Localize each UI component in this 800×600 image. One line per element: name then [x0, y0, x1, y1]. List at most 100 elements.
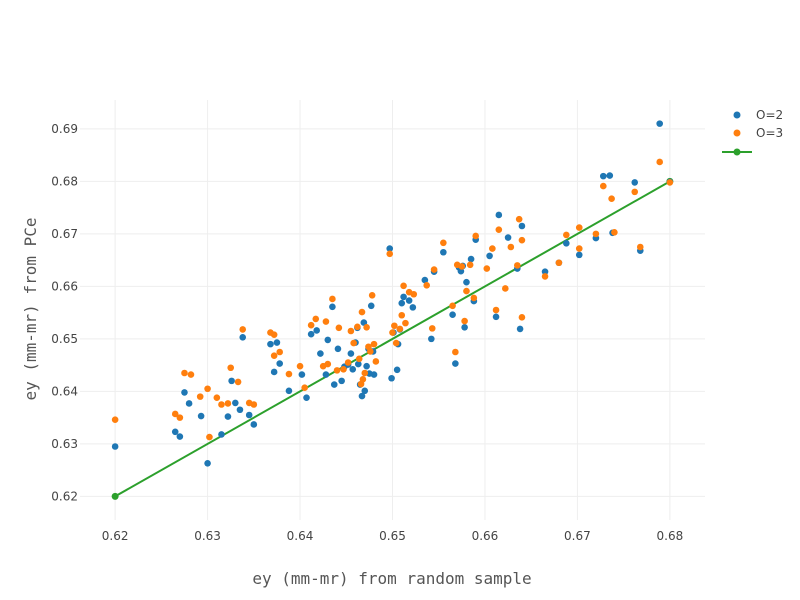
data-point-o3[interactable]	[386, 250, 394, 258]
data-point-o2[interactable]	[273, 339, 281, 346]
data-point-o3[interactable]	[666, 179, 674, 186]
data-point-o3[interactable]	[389, 329, 396, 336]
data-point-o3[interactable]	[449, 302, 456, 310]
data-point-o2[interactable]	[267, 340, 274, 348]
data-point-o2[interactable]	[463, 278, 470, 286]
data-point-o3[interactable]	[608, 195, 615, 202]
data-point-o2[interactable]	[449, 311, 456, 319]
data-point-o3[interactable]	[518, 236, 526, 244]
data-point-o3[interactable]	[176, 414, 184, 421]
data-point-o3[interactable]	[224, 400, 232, 407]
data-point-o2[interactable]	[563, 240, 570, 247]
data-point-o3[interactable]	[270, 352, 278, 359]
data-point-o2[interactable]	[347, 350, 355, 357]
data-point-o3[interactable]	[358, 308, 366, 316]
data-point-o3[interactable]	[301, 384, 308, 392]
data-point-o3[interactable]	[333, 367, 341, 374]
data-point-o3[interactable]	[461, 317, 468, 325]
data-point-o3[interactable]	[218, 401, 225, 408]
data-point-o3[interactable]	[340, 366, 347, 373]
data-point-o3[interactable]	[458, 263, 466, 270]
data-point-o3[interactable]	[575, 224, 583, 231]
data-point-o3[interactable]	[611, 229, 618, 236]
data-point-o3[interactable]	[359, 376, 367, 383]
data-point-o2[interactable]	[504, 234, 512, 241]
data-point-o3[interactable]	[463, 287, 470, 295]
data-point-o3[interactable]	[307, 321, 315, 329]
data-point-o3[interactable]	[410, 290, 418, 298]
data-point-o2[interactable]	[428, 335, 435, 343]
data-point-o3[interactable]	[312, 315, 320, 323]
data-point-o2[interactable]	[541, 268, 549, 275]
data-point-o3[interactable]	[423, 282, 431, 289]
data-point-o2[interactable]	[298, 371, 306, 378]
data-point-o3[interactable]	[515, 215, 523, 223]
data-point-o2[interactable]	[656, 120, 663, 127]
data-point-o3[interactable]	[239, 326, 247, 333]
data-point-o2[interactable]	[276, 360, 284, 367]
data-point-o2[interactable]	[440, 248, 447, 256]
data-point-o2[interactable]	[303, 394, 310, 401]
data-point-o3[interactable]	[285, 370, 293, 378]
legend-item-o3[interactable]: O=3	[733, 126, 784, 140]
data-point-o2[interactable]	[421, 276, 429, 284]
data-point-o2[interactable]	[461, 324, 468, 331]
data-point-o3[interactable]	[296, 362, 304, 370]
data-point-o3[interactable]	[518, 314, 526, 321]
data-point-o3[interactable]	[335, 324, 343, 332]
data-point-o3[interactable]	[599, 182, 607, 190]
data-point-o2[interactable]	[495, 211, 503, 219]
data-point-o2[interactable]	[239, 334, 247, 341]
data-point-o3[interactable]	[372, 358, 380, 365]
data-point-o2[interactable]	[575, 251, 583, 259]
data-point-o3[interactable]	[656, 158, 663, 166]
data-point-o2[interactable]	[334, 345, 342, 353]
data-point-o2[interactable]	[285, 387, 293, 395]
data-point-o2[interactable]	[245, 411, 253, 419]
data-point-o3[interactable]	[563, 231, 570, 239]
data-point-o2[interactable]	[409, 304, 417, 311]
data-point-o3[interactable]	[507, 243, 515, 251]
data-point-o2[interactable]	[606, 172, 614, 179]
data-point-o3[interactable]	[392, 339, 400, 347]
data-point-o2[interactable]	[386, 245, 394, 252]
data-point-o3[interactable]	[398, 311, 406, 319]
data-point-o2[interactable]	[358, 392, 366, 400]
data-point-o2[interactable]	[171, 428, 179, 436]
data-point-o2[interactable]	[361, 387, 369, 395]
data-point-o2[interactable]	[329, 303, 336, 311]
data-point-o3[interactable]	[367, 348, 374, 355]
data-point-o2[interactable]	[367, 302, 375, 310]
data-point-o2[interactable]	[181, 389, 188, 396]
data-point-o3[interactable]	[324, 360, 332, 368]
data-point-o2[interactable]	[270, 368, 278, 376]
data-point-o2[interactable]	[354, 360, 362, 368]
data-point-o3[interactable]	[428, 325, 436, 332]
data-point-o2[interactable]	[313, 327, 320, 334]
data-point-o2[interactable]	[363, 362, 370, 370]
data-point-o3[interactable]	[329, 295, 336, 303]
data-point-o2[interactable]	[224, 413, 232, 420]
data-point-o2[interactable]	[218, 431, 225, 438]
data-point-o3[interactable]	[234, 378, 242, 386]
legend-item-o2[interactable]: O=2	[733, 108, 784, 122]
data-point-o3[interactable]	[396, 325, 404, 333]
data-point-o2[interactable]	[599, 172, 607, 180]
data-point-o3[interactable]	[400, 282, 407, 290]
data-point-o2[interactable]	[111, 443, 119, 450]
data-point-o3[interactable]	[344, 359, 352, 366]
data-point-o2[interactable]	[204, 460, 211, 467]
data-point-o3[interactable]	[470, 294, 478, 302]
data-point-o2[interactable]	[400, 293, 407, 301]
data-point-o3[interactable]	[575, 245, 583, 252]
data-point-o3[interactable]	[541, 273, 549, 280]
data-point-o3[interactable]	[368, 292, 376, 299]
data-point-o2[interactable]	[370, 371, 378, 378]
data-point-o3[interactable]	[361, 369, 369, 377]
data-point-o3[interactable]	[187, 371, 195, 378]
data-point-o3[interactable]	[495, 226, 503, 233]
data-point-o2[interactable]	[197, 412, 205, 420]
data-point-o3[interactable]	[270, 331, 278, 338]
data-point-o3[interactable]	[354, 323, 361, 331]
data-point-o3[interactable]	[514, 262, 521, 269]
